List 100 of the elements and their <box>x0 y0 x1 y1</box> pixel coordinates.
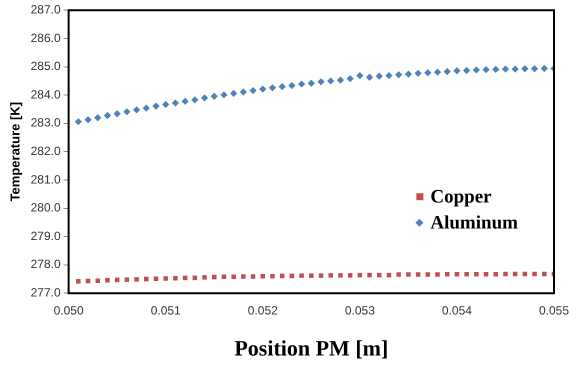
point <box>230 90 238 97</box>
point <box>134 277 139 282</box>
point <box>298 80 306 88</box>
point <box>288 82 296 90</box>
point <box>530 65 538 72</box>
point <box>163 276 168 281</box>
point <box>474 272 479 276</box>
point <box>192 276 198 280</box>
point <box>434 68 442 76</box>
point <box>259 86 266 93</box>
x-tick-label: 0.050 <box>54 304 84 318</box>
point <box>86 278 90 284</box>
point <box>172 99 180 107</box>
point <box>444 68 451 76</box>
point <box>492 66 500 73</box>
point <box>435 272 440 277</box>
point <box>396 272 401 277</box>
y-tick-label: 287.0 <box>30 2 61 17</box>
point <box>522 272 528 276</box>
point <box>202 275 207 280</box>
point <box>182 98 189 105</box>
point <box>95 278 100 284</box>
point <box>414 70 422 77</box>
point <box>338 273 343 278</box>
point <box>104 112 112 120</box>
point <box>493 272 498 276</box>
point <box>463 66 470 74</box>
point <box>424 69 432 76</box>
point <box>406 272 411 277</box>
y-tick-label: 286.0 <box>30 30 61 45</box>
point <box>532 272 537 276</box>
y-tick-label: 280.0 <box>30 200 61 215</box>
point <box>76 279 81 284</box>
x-tick-label: 0.053 <box>344 304 376 318</box>
y-axis-title: Temperature [K] <box>7 102 22 202</box>
point <box>222 274 226 280</box>
point <box>348 273 352 278</box>
point <box>260 274 266 278</box>
y-tick-label: 282.0 <box>30 144 61 158</box>
point <box>142 104 150 112</box>
point <box>512 272 518 276</box>
point <box>502 65 510 73</box>
point <box>377 272 382 278</box>
point <box>173 276 178 280</box>
point <box>210 92 218 100</box>
x-tick-label: 0.054 <box>442 304 472 318</box>
point <box>540 64 548 72</box>
y-tick-label: 278.0 <box>30 257 61 272</box>
point <box>482 66 490 74</box>
point <box>200 94 208 102</box>
point <box>317 78 325 86</box>
point <box>132 106 140 114</box>
point <box>426 272 430 277</box>
point <box>182 276 188 280</box>
point <box>318 273 324 278</box>
point <box>74 118 82 126</box>
point <box>231 274 236 280</box>
point <box>521 65 528 72</box>
point <box>542 272 547 276</box>
point <box>404 70 412 78</box>
point <box>124 277 130 282</box>
y-tick-label: 285.0 <box>30 59 61 74</box>
point <box>212 274 217 280</box>
point <box>464 272 469 276</box>
point <box>346 75 354 82</box>
x-tick-label: 0.052 <box>248 304 278 318</box>
point <box>367 272 372 278</box>
point <box>241 274 246 279</box>
y-tick-label: 284.0 <box>30 87 61 102</box>
point <box>114 278 120 282</box>
point <box>240 88 247 96</box>
x-tick-label: 0.055 <box>538 304 570 318</box>
point <box>503 272 508 276</box>
legend-label: Copper <box>430 186 492 208</box>
point <box>386 272 392 278</box>
point <box>94 114 102 122</box>
point <box>358 272 362 278</box>
point <box>356 72 364 80</box>
point <box>308 80 315 87</box>
point <box>328 273 333 278</box>
point <box>453 67 461 74</box>
point <box>336 76 344 84</box>
point <box>270 274 275 278</box>
point <box>327 77 334 85</box>
point <box>268 84 276 92</box>
point <box>144 276 149 282</box>
x-tick-label: 0.051 <box>150 304 182 318</box>
point <box>454 272 460 276</box>
legend-label: Aluminum <box>430 212 518 234</box>
point <box>152 102 160 110</box>
point <box>154 276 158 282</box>
point <box>385 72 393 80</box>
point <box>278 83 286 90</box>
point <box>484 272 488 276</box>
point <box>290 274 294 278</box>
point <box>280 274 284 278</box>
point <box>84 116 92 124</box>
point <box>249 86 257 94</box>
point <box>395 71 402 78</box>
y-tick-label: 281.0 <box>30 172 61 186</box>
